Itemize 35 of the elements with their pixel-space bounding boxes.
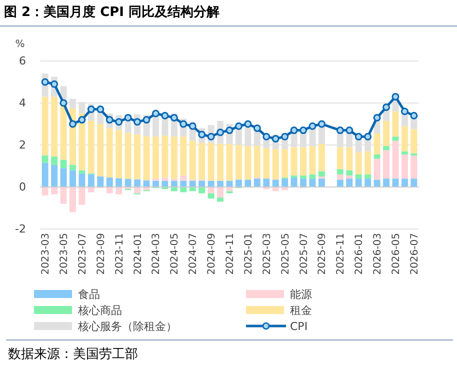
x-tick-label: 2023-03 bbox=[40, 233, 52, 275]
x-tick-label: 2024-05 bbox=[170, 233, 181, 275]
legend-label: 核心商品 bbox=[77, 304, 122, 317]
x-tick-label: 2023-07 bbox=[77, 233, 88, 275]
x-tick-label: 2023-09 bbox=[96, 233, 107, 275]
x-tick-label: 2025-01 bbox=[243, 233, 254, 275]
legend-label: CPI bbox=[290, 320, 308, 333]
x-tick-label: 2024-03 bbox=[151, 233, 162, 275]
legend-label: 租金 bbox=[290, 304, 312, 317]
x-tick-label: 2025-03 bbox=[262, 233, 273, 275]
y-tick-label: 0 bbox=[19, 180, 26, 194]
x-tick-label: 2025-05 bbox=[280, 233, 292, 275]
legend-label: 核心服务（除租金） bbox=[77, 320, 177, 333]
y-tick-label: -2 bbox=[15, 222, 26, 236]
x-tick-label: 2025-11 bbox=[336, 233, 347, 275]
x-tick-label: 2026-05 bbox=[390, 233, 402, 275]
x-tick-label: 2023-11 bbox=[114, 233, 126, 275]
x-tick-label: 2026-03 bbox=[372, 233, 384, 275]
chart-title: 图 2：美国月度 CPI 同比及结构分解 bbox=[4, 4, 220, 20]
y-axis-title: % bbox=[15, 39, 25, 50]
x-tick-label: 2023-05 bbox=[59, 233, 70, 275]
source-note: 数据来源：美国劳工部 bbox=[8, 346, 138, 362]
x-tick-label: 2026-01 bbox=[354, 233, 366, 275]
x-tick-label: 2024-01 bbox=[132, 233, 144, 275]
x-tick-label: 2024-07 bbox=[188, 233, 200, 275]
legend-label: 食品 bbox=[78, 288, 100, 301]
x-tick-label: 2025-07 bbox=[298, 233, 310, 275]
x-tick-label: 2024-11 bbox=[225, 233, 236, 275]
y-tick-label: 4 bbox=[19, 96, 26, 110]
y-tick-label: 2 bbox=[19, 138, 26, 152]
legend-label: 能源 bbox=[290, 288, 312, 301]
y-tick-label: 6 bbox=[19, 54, 26, 68]
x-tick-label: 2026-07 bbox=[409, 233, 420, 275]
x-tick-label: 2024-09 bbox=[206, 233, 218, 275]
x-tick-label: 2025-09 bbox=[317, 233, 328, 275]
